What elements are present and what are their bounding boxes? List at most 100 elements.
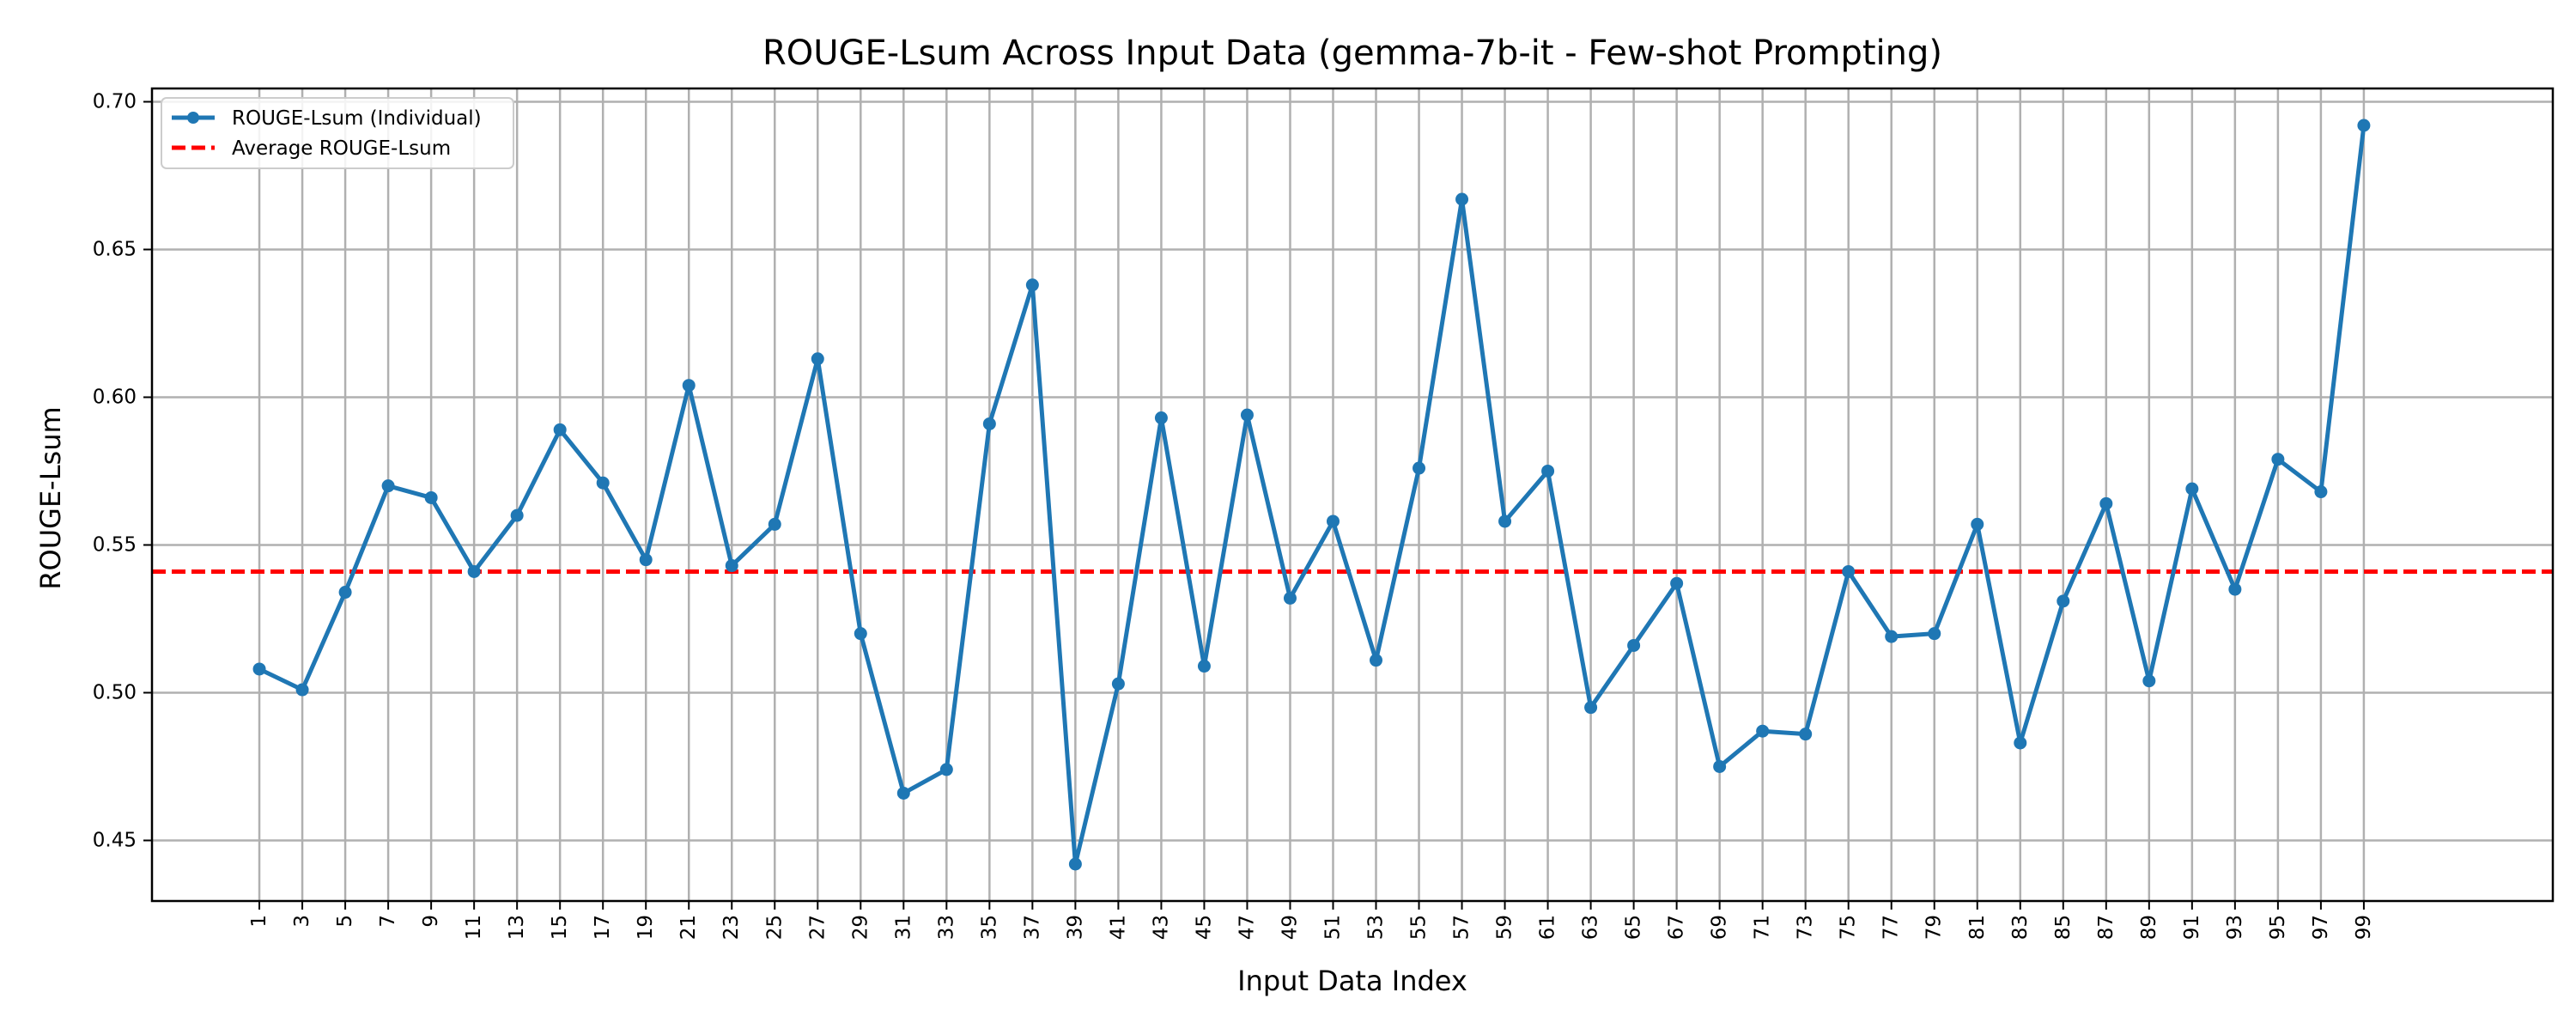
x-tick-label: 59	[1494, 915, 1516, 940]
x-tick-label: 27	[806, 915, 829, 940]
data-point	[2271, 453, 2285, 466]
data-point	[596, 476, 610, 490]
x-tick-label: 47	[1236, 915, 1258, 940]
x-tick-label: 89	[2138, 915, 2160, 940]
data-point	[682, 379, 696, 393]
x-tick-label: 33	[935, 915, 957, 940]
data-point	[2014, 736, 2027, 750]
x-tick-label: 35	[978, 915, 1000, 940]
x-tick-label: 73	[1795, 915, 1817, 940]
y-axis-label: ROUGE-Lsum	[34, 406, 67, 589]
x-tick-label: 43	[1150, 915, 1172, 940]
x-tick-label: 41	[1107, 915, 1129, 940]
x-tick-label: 99	[2353, 915, 2375, 940]
data-point	[768, 517, 781, 531]
data-point	[1971, 517, 1984, 531]
x-tick-label: 45	[1193, 915, 1215, 940]
x-tick-label: 51	[1321, 915, 1344, 940]
x-tick-label: 69	[1709, 915, 1731, 940]
x-tick-label: 63	[1580, 915, 1602, 940]
individual-series-line	[258, 125, 2366, 867]
x-tick-label: 93	[2224, 915, 2246, 940]
x-tick-label: 31	[892, 915, 914, 940]
data-point	[1498, 514, 1512, 528]
x-tick-label: 23	[720, 915, 743, 940]
data-point	[1627, 638, 1641, 652]
x-axis-ticks: 1 3 5 7 9 11 13 15 17 19 21 23 25 27 29 31 33 35 37 39 41 43 4…	[248, 901, 2375, 940]
x-tick-label: 19	[635, 915, 657, 940]
x-tick-label: 67	[1666, 915, 1688, 940]
data-point	[639, 553, 653, 567]
x-tick-label: 21	[677, 915, 700, 940]
x-tick-label: 37	[1021, 915, 1043, 940]
data-point	[338, 586, 352, 600]
legend-individual-label: ROUGE-Lsum (Individual)	[232, 107, 482, 130]
data-point	[982, 417, 996, 430]
data-point	[1584, 701, 1598, 715]
x-axis-label: Input Data Index	[1237, 965, 1467, 997]
data-point	[424, 490, 438, 504]
chart-title: ROUGE-Lsum Across Input Data (gemma-7b-i…	[762, 33, 1942, 73]
x-tick-label: 83	[2009, 915, 2032, 940]
data-point	[510, 508, 524, 522]
x-tick-label: 65	[1623, 915, 1645, 940]
data-point	[1413, 461, 1426, 475]
x-tick-label: 91	[2181, 915, 2203, 940]
x-tick-label: 13	[506, 915, 528, 940]
data-point	[1670, 576, 1684, 590]
data-point	[811, 352, 824, 366]
legend: ROUGE-Lsum (Individual) Average ROUGE-Ls…	[161, 97, 514, 169]
data-point	[896, 786, 910, 800]
data-point	[1068, 857, 1082, 871]
y-tick-label: 0.45	[93, 829, 137, 851]
data-point	[1197, 660, 1211, 673]
y-tick-label: 0.60	[93, 386, 137, 408]
x-tick-label: 81	[1966, 915, 1989, 940]
x-tick-label: 11	[463, 915, 485, 940]
x-tick-label: 75	[1838, 915, 1860, 940]
y-tick-label: 0.70	[93, 90, 137, 113]
x-tick-label: 5	[334, 915, 356, 928]
x-tick-label: 53	[1365, 915, 1388, 940]
data-point	[1025, 278, 1039, 292]
data-point	[381, 479, 395, 493]
x-tick-label: 1	[248, 915, 270, 928]
data-point	[2185, 482, 2199, 496]
data-point	[1541, 464, 1555, 478]
data-point	[1928, 627, 1941, 641]
legend-individual-marker	[187, 112, 199, 124]
individual-series	[252, 119, 2371, 871]
data-point	[252, 662, 266, 676]
x-tick-label: 39	[1064, 915, 1086, 940]
plot-area-frame	[150, 87, 2555, 903]
data-point	[2357, 119, 2371, 132]
data-point	[1111, 677, 1125, 691]
data-point	[1885, 630, 1899, 643]
x-tick-label: 7	[377, 915, 399, 928]
x-tick-label: 55	[1408, 915, 1431, 940]
data-point	[2228, 582, 2242, 596]
x-tick-label: 57	[1451, 915, 1473, 940]
data-point	[1799, 728, 1813, 741]
x-tick-label: 3	[291, 915, 313, 928]
data-point	[2057, 594, 2070, 608]
x-tick-label: 17	[592, 915, 614, 940]
data-point	[939, 763, 953, 776]
x-tick-label: 49	[1279, 915, 1301, 940]
x-tick-label: 95	[2267, 915, 2289, 940]
y-tick-label: 0.65	[93, 238, 137, 260]
data-point	[553, 423, 567, 436]
x-tick-label: 97	[2310, 915, 2332, 940]
y-tick-label: 0.55	[93, 533, 137, 556]
data-point	[1713, 759, 1727, 773]
x-tick-label: 29	[849, 915, 872, 940]
x-tick-label: 9	[420, 915, 442, 928]
x-tick-label: 15	[549, 915, 571, 940]
data-point	[295, 683, 309, 697]
data-point	[1326, 514, 1340, 528]
x-tick-label: 79	[1923, 915, 1946, 940]
data-point	[1240, 408, 1254, 422]
